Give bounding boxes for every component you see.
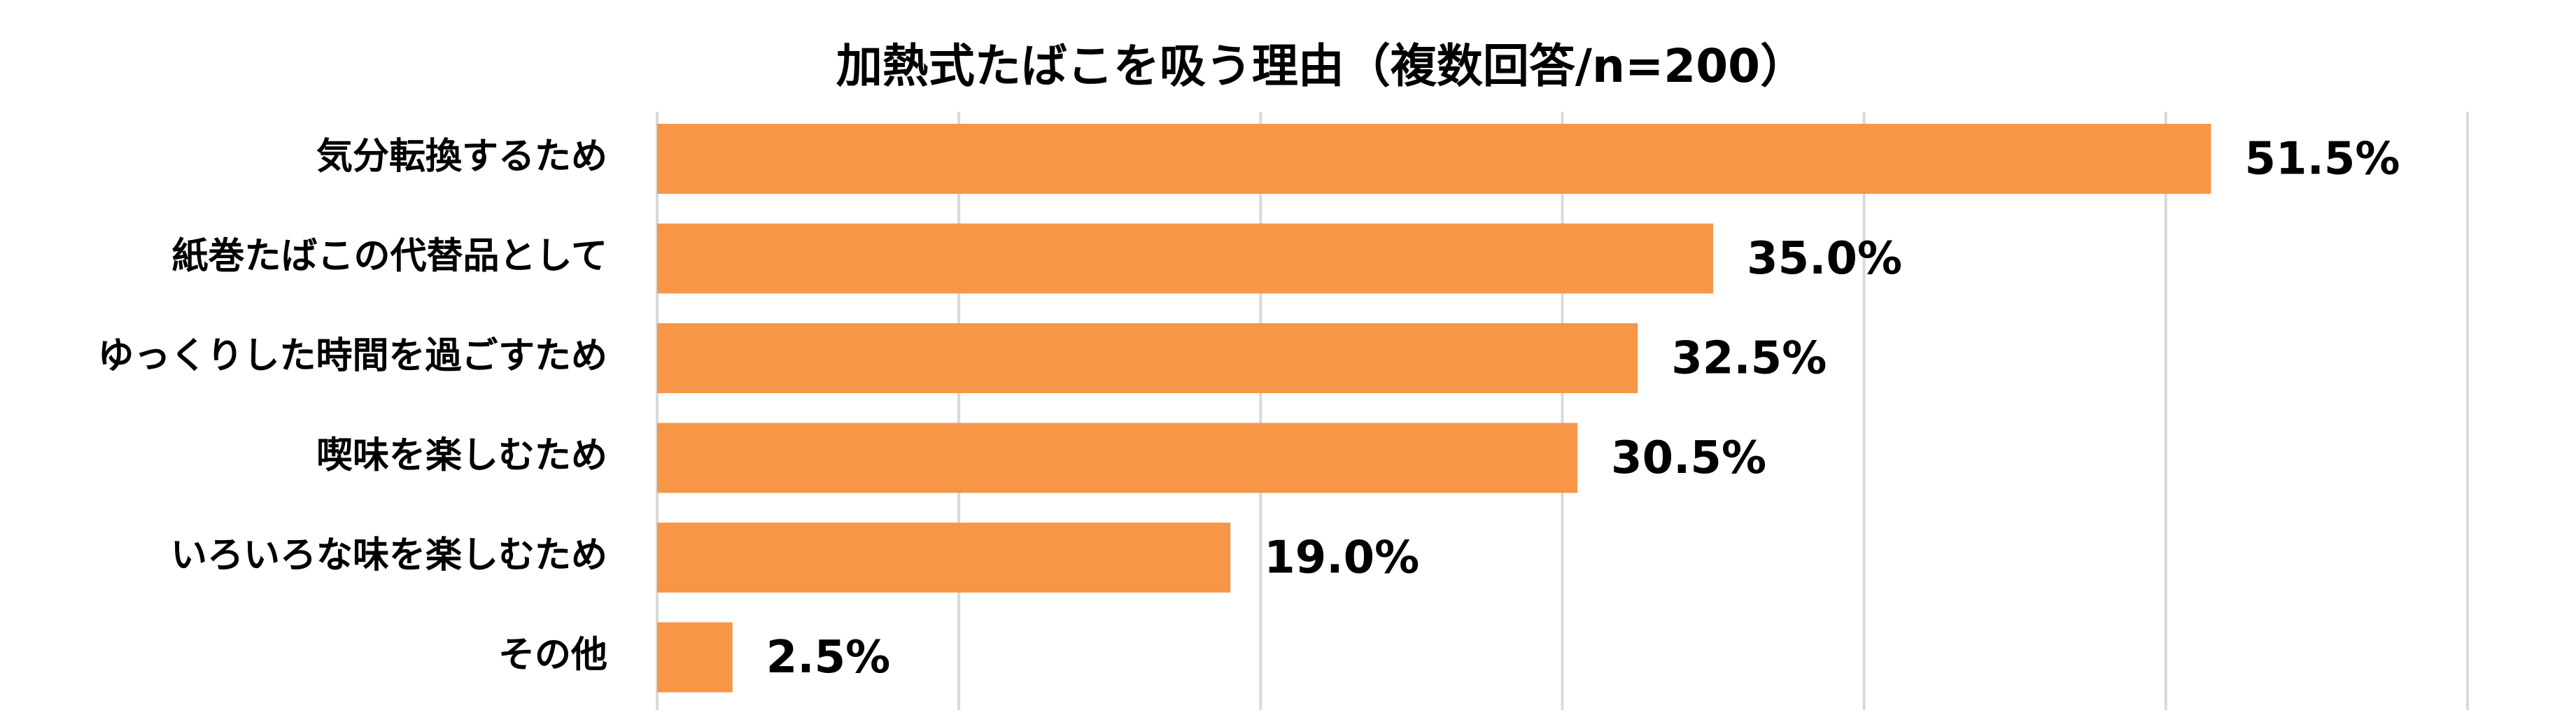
- category-label: その他: [498, 635, 607, 677]
- bar: [657, 523, 1231, 593]
- value-label: 51.5%: [2245, 134, 2400, 185]
- value-label: 2.5%: [766, 632, 891, 684]
- value-label: 32.5%: [1671, 333, 1827, 385]
- bar: [657, 223, 1714, 294]
- category-label: 紙巻たばこの代替品として: [172, 236, 607, 278]
- category-label: ゆっくりした時間を過ごすため: [97, 335, 607, 377]
- bar: [657, 323, 1638, 393]
- value-label: 19.0%: [1264, 532, 1419, 584]
- category-label: 気分転換するため: [316, 136, 607, 178]
- category-label: いろいろな味を楽しむため: [171, 535, 607, 576]
- value-label: 35.0%: [1747, 233, 1902, 285]
- bar: [657, 124, 2211, 194]
- chart-title: 加熱式たばこを吸う理由（複数回答/n=200）: [836, 39, 1806, 93]
- bar: [657, 622, 733, 693]
- category-label: 喫味を楽しむため: [316, 435, 607, 477]
- value-label: 30.5%: [1611, 432, 1766, 484]
- bar: [657, 423, 1578, 493]
